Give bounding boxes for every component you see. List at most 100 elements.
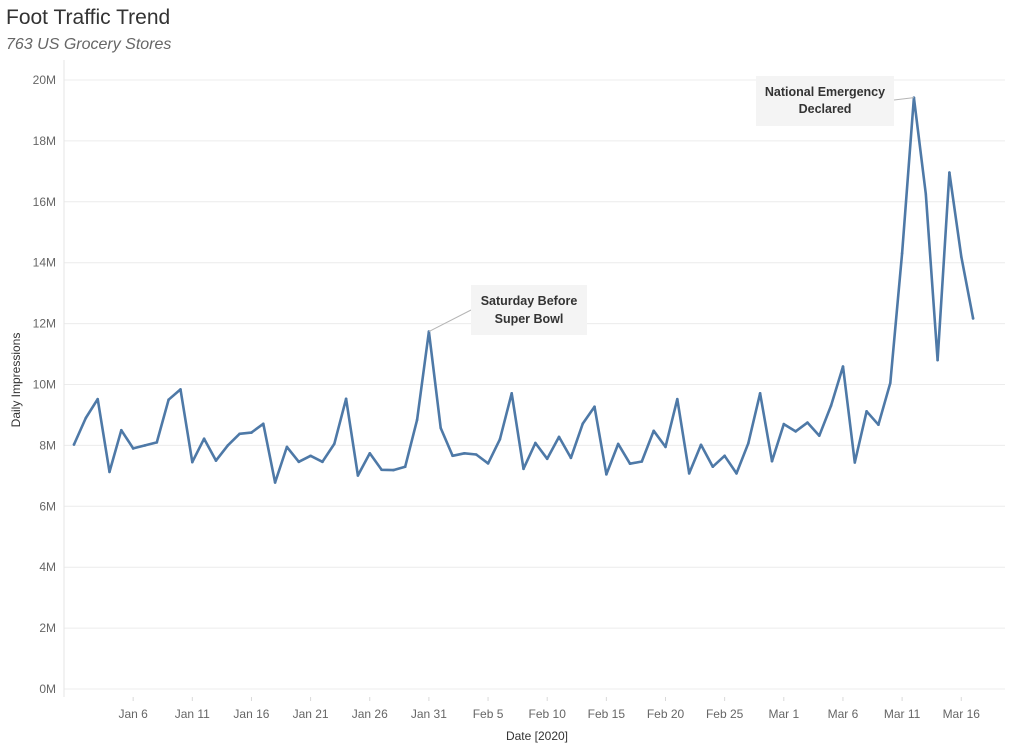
annotation-connector: [428, 309, 472, 332]
data-point: [368, 452, 372, 455]
data-point: [261, 422, 265, 426]
data-point: [143, 444, 147, 447]
x-tick-label: Feb 25: [706, 707, 744, 721]
data-point: [959, 255, 963, 258]
data-point: [297, 460, 301, 464]
data-point: [806, 421, 809, 424]
data-point: [711, 465, 715, 469]
data-point: [652, 429, 655, 433]
data-point: [273, 481, 277, 484]
data-point: [557, 435, 561, 439]
data-point: [167, 398, 170, 402]
x-tick-label: Jan 6: [118, 707, 148, 721]
data-point: [403, 465, 407, 469]
x-axis-ticks: Jan 6 Jan 11 Jan 16 Jan 21 Jan 26 Jan 31 Feb 5…: [118, 697, 980, 721]
x-axis-title: Date [2020]: [506, 729, 568, 743]
y-tick-label: 10M: [33, 378, 56, 392]
annotation-connector: [893, 97, 914, 101]
data-point: [179, 388, 182, 391]
data-point: [865, 409, 868, 413]
data-point: [723, 454, 726, 458]
data-point: [72, 443, 76, 446]
y-tick-label: 0M: [39, 682, 56, 696]
annotation-label: Saturday Before: [481, 294, 578, 308]
x-tick-label: Jan 21: [293, 707, 329, 721]
data-point: [96, 397, 99, 401]
y-tick-label: 6M: [39, 499, 56, 513]
y-tick-label: 20M: [33, 73, 56, 87]
x-tick-label: Jan 26: [352, 707, 388, 721]
data-point: [770, 459, 774, 463]
data-point: [971, 317, 975, 320]
data-point: [439, 426, 443, 430]
data-point: [605, 473, 608, 476]
data-point: [344, 397, 348, 401]
data-point: [285, 445, 289, 449]
data-point: [936, 358, 939, 362]
data-point: [687, 472, 691, 475]
x-tick-label: Mar 11: [884, 707, 921, 721]
x-tick-label: Feb 15: [588, 707, 626, 721]
annotation-box: [756, 76, 894, 126]
data-point: [948, 171, 951, 174]
y-tick-label: 4M: [39, 560, 56, 574]
data-point: [202, 437, 206, 441]
data-point: [356, 474, 360, 477]
data-point: [581, 422, 584, 426]
x-tick-label: Feb 20: [647, 707, 685, 721]
chart-subtitle: 763 US Grocery Stores: [6, 36, 172, 53]
y-tick-label: 8M: [39, 438, 56, 452]
x-tick-label: Mar 6: [828, 707, 859, 721]
data-point: [522, 467, 525, 471]
data-point: [640, 460, 644, 463]
x-tick-label: Mar 16: [943, 707, 981, 721]
data-point: [474, 453, 478, 456]
data-point: [250, 431, 253, 434]
data-point: [415, 418, 419, 422]
data-point: [321, 460, 324, 464]
data-point: [214, 459, 218, 462]
data-point: [735, 472, 738, 475]
grid-lines: [64, 79, 1005, 690]
annotation-box: [471, 285, 587, 335]
data-point: [84, 416, 88, 420]
data-point: [699, 443, 703, 447]
annotations: Saturday Before Super Bowl National Emerge…: [428, 76, 914, 335]
data-point: [817, 434, 821, 437]
y-tick-label: 12M: [33, 317, 56, 331]
data-point: [226, 444, 230, 447]
x-tick-label: Feb 10: [529, 707, 567, 721]
data-point: [628, 462, 632, 465]
data-point: [829, 404, 833, 407]
annotation-label: National Emergency: [765, 85, 885, 99]
data-point: [782, 422, 786, 426]
data-point: [924, 192, 928, 196]
data-point: [380, 468, 383, 472]
data-point: [332, 442, 336, 446]
y-tick-label: 16M: [33, 195, 56, 209]
x-tick-label: Mar 1: [768, 707, 799, 721]
x-tick-label: Feb 5: [473, 707, 504, 721]
chart-title: Foot Traffic Trend: [6, 6, 171, 29]
data-point: [593, 405, 596, 409]
data-point: [747, 441, 750, 445]
data-point: [900, 251, 904, 255]
data-point: [510, 392, 514, 395]
x-tick-label: Jan 16: [233, 707, 269, 721]
annotation-label: Declared: [799, 102, 852, 116]
y-axis-ticks: 0M 2M 4M 6M 8M 10M 12M 14M 16M 18M 20M: [33, 73, 56, 696]
data-point: [534, 441, 537, 445]
data-point: [877, 423, 880, 426]
series-line-group: [72, 96, 975, 484]
data-point: [191, 460, 194, 464]
x-tick-label: Jan 11: [175, 707, 210, 721]
y-tick-label: 18M: [33, 134, 56, 148]
data-point: [569, 456, 573, 460]
data-point: [841, 365, 845, 368]
data-point: [108, 470, 111, 474]
data-point: [155, 441, 159, 444]
data-point: [853, 461, 857, 464]
data-point: [392, 468, 395, 472]
data-point: [309, 454, 312, 458]
